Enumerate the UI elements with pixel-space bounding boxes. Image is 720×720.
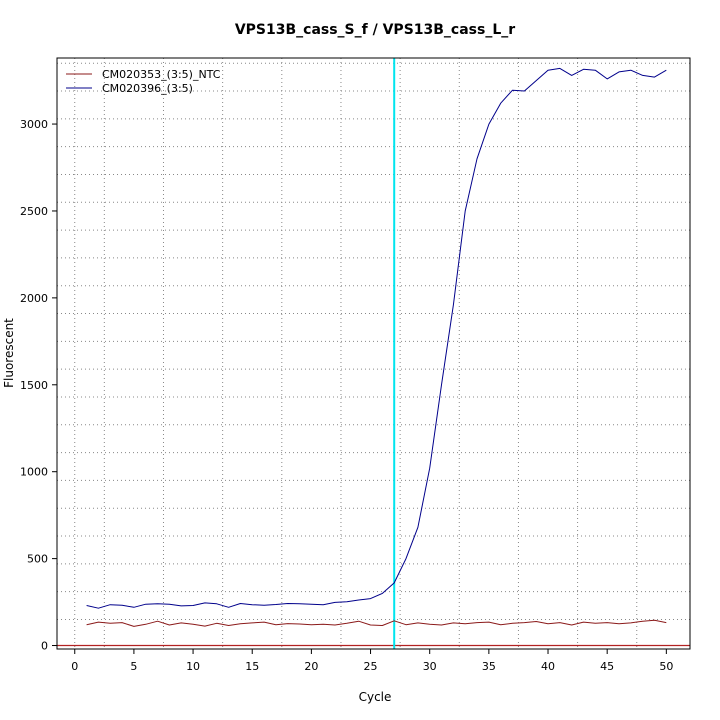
series-line-1 — [86, 619, 667, 627]
y-tick-label: 3000 — [20, 118, 48, 131]
plot-frame — [56, 57, 691, 650]
legend-label: CM020396_(3:5) — [102, 82, 193, 95]
y-tick-label: 1000 — [20, 466, 48, 479]
x-tick-label: 25 — [364, 660, 378, 673]
x-axis: 0 5 10 15 20 25 30 35 40 45 50 — [71, 649, 673, 673]
x-tick-label: 15 — [245, 660, 259, 673]
legend-label: CM020353_(3:5)_NTC — [102, 68, 221, 81]
x-tick-label: 45 — [600, 660, 614, 673]
y-tick-label: 2000 — [20, 292, 48, 305]
x-tick-label: 0 — [71, 660, 78, 673]
grid — [57, 58, 690, 649]
y-axis: 0 500 1000 1500 2000 2500 3000 — [20, 118, 57, 653]
data-series — [86, 67, 667, 627]
x-tick-label: 40 — [541, 660, 555, 673]
y-tick-label: 2500 — [20, 205, 48, 218]
y-axis-label: Fluorescent — [2, 318, 16, 388]
x-tick-label: 50 — [659, 660, 673, 673]
chart-title: VPS13B_cass_S_f / VPS13B_cass_L_r — [235, 22, 515, 38]
reference-lines — [57, 58, 690, 649]
series-line-2 — [86, 67, 667, 609]
y-tick-label: 0 — [41, 640, 48, 653]
x-axis-label: Cycle — [359, 690, 392, 704]
x-tick-label: 10 — [186, 660, 200, 673]
y-tick-label: 1500 — [20, 379, 48, 392]
y-tick-label: 500 — [27, 553, 48, 566]
x-tick-label: 35 — [482, 660, 496, 673]
x-tick-label: 20 — [304, 660, 318, 673]
x-tick-label: 30 — [423, 660, 437, 673]
x-tick-label: 5 — [130, 660, 137, 673]
